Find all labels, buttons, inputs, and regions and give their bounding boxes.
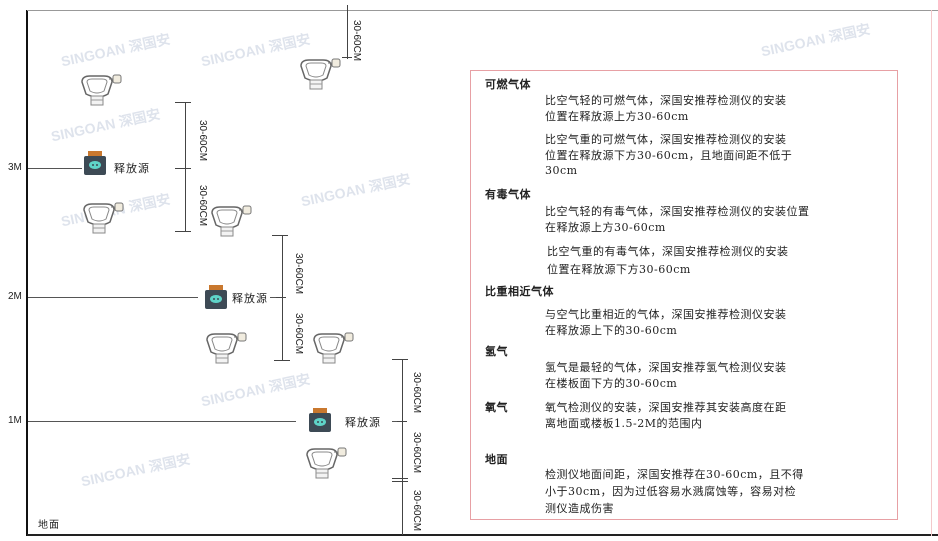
dimension-label: 30-60CM: [411, 372, 422, 414]
watermark: SINGOAN 深国安: [759, 20, 872, 60]
level-2m-line: [28, 297, 198, 298]
gas-detector-icon: [300, 58, 341, 90]
info-panel: [470, 70, 898, 520]
panel-text: 离地面或楼板1.5-2M的范围内: [545, 417, 703, 430]
height-axis: [26, 10, 28, 536]
right-wall: [931, 10, 932, 536]
dimension-tick: [272, 235, 288, 236]
dimension-line: [282, 235, 283, 361]
dimension-label: 30-60CM: [293, 313, 304, 355]
dimension-label: 30-60CM: [351, 20, 362, 62]
level-1m-line: [28, 421, 296, 422]
level-1m: 1M: [8, 415, 22, 426]
section-title-toxic: 有毒气体: [485, 188, 531, 201]
panel-text: 比空气重的可燃气体，深国安推荐检测仪的安装: [545, 133, 787, 146]
panel-text: 小于30cm，因为过低容易水溅腐蚀等，容易对检: [545, 485, 797, 498]
dimension-line: [402, 359, 403, 535]
level-3m: 3M: [8, 162, 22, 173]
panel-text: 检测仪地面间距，深国安推荐在30-60cm，且不得: [545, 468, 804, 481]
section-title-similar: 比重相近气体: [485, 285, 554, 298]
panel-text: 在楼板面下方的30-60cm: [545, 377, 678, 390]
panel-text: 在释放源上方30-60cm: [545, 221, 666, 234]
dimension-tick: [342, 57, 352, 58]
watermark: SINGOAN 深国安: [199, 30, 312, 70]
section-title-combustible: 可燃气体: [485, 78, 531, 91]
section-title-hydrogen: 氢气: [485, 345, 508, 358]
gas-detector-icon: [313, 332, 354, 364]
gas-detector-icon: [306, 447, 347, 479]
dimension-tick: [276, 297, 286, 298]
panel-text: 在释放源上下的30-60cm: [545, 324, 678, 337]
gas-detector-icon: [81, 74, 122, 106]
dimension-tick: [274, 360, 290, 361]
dimension-tick: [392, 359, 408, 360]
watermark: SINGOAN 深国安: [79, 450, 192, 490]
ceiling-line: [27, 10, 938, 11]
panel-text: 与空气比重相近的气体，深国安推荐检测仪安装: [545, 308, 787, 321]
dimension-label: 30-60CM: [411, 432, 422, 474]
panel-text: 位置在释放源上方30-60cm: [545, 110, 689, 123]
panel-text: 比空气重的有毒气体，深国安推荐检测仪的安装: [547, 245, 789, 258]
gas-detector-icon: [211, 205, 252, 237]
section-title-ground: 地面: [485, 453, 508, 466]
section-title-oxygen: 氧气: [485, 401, 508, 414]
gas-detector-icon: [206, 332, 247, 364]
ground-line: [27, 534, 938, 536]
level-3m-line: [28, 168, 82, 169]
dimension-line: [185, 102, 186, 232]
watermark: SINGOAN 深国安: [59, 30, 172, 70]
dimension-tick: [175, 168, 191, 169]
panel-text: 测仪造成伤害: [545, 502, 614, 515]
release-source-label: 释放源: [345, 416, 381, 429]
panel-text: 位置在释放源下方30-60cm: [547, 263, 691, 276]
panel-text: 位置在释放源下方30-60cm，且地面间距不低于: [545, 149, 793, 162]
dimension-line: [347, 5, 348, 59]
dimension-label: 30-60CM: [197, 185, 208, 227]
dimension-tick: [175, 102, 191, 103]
dimension-tick: [175, 231, 191, 232]
gas-detector-icon: [83, 202, 124, 234]
dimension-label: 30-60CM: [197, 120, 208, 162]
dimension-tick: [392, 478, 408, 479]
panel-text: 30cm: [545, 164, 578, 177]
dimension-label: 30-60CM: [411, 490, 422, 532]
release-source-icon: [205, 285, 227, 309]
watermark: SINGOAN 深国安: [299, 170, 412, 210]
dimension-label: 30-60CM: [293, 253, 304, 295]
dimension-tick: [397, 421, 407, 422]
panel-text: 比空气轻的可燃气体，深国安推荐检测仪的安装: [545, 94, 787, 107]
release-source-label: 释放源: [114, 162, 150, 175]
panel-text: 氧气检测仪的安装，深国安推荐其安装高度在距: [545, 401, 787, 414]
release-source-icon: [309, 408, 331, 432]
level-2m: 2M: [8, 291, 22, 302]
ground-label: 地面: [38, 520, 60, 531]
panel-text: 比空气轻的有毒气体，深国安推荐检测仪的安装位置: [545, 205, 810, 218]
dimension-tick: [392, 481, 408, 482]
release-source-label: 释放源: [232, 292, 268, 305]
watermark: SINGOAN 深国安: [49, 105, 162, 145]
release-source-icon: [84, 151, 106, 175]
watermark: SINGOAN 深国安: [199, 370, 312, 410]
panel-text: 氢气是最轻的气体，深国安推荐氢气检测仪安装: [545, 361, 787, 374]
